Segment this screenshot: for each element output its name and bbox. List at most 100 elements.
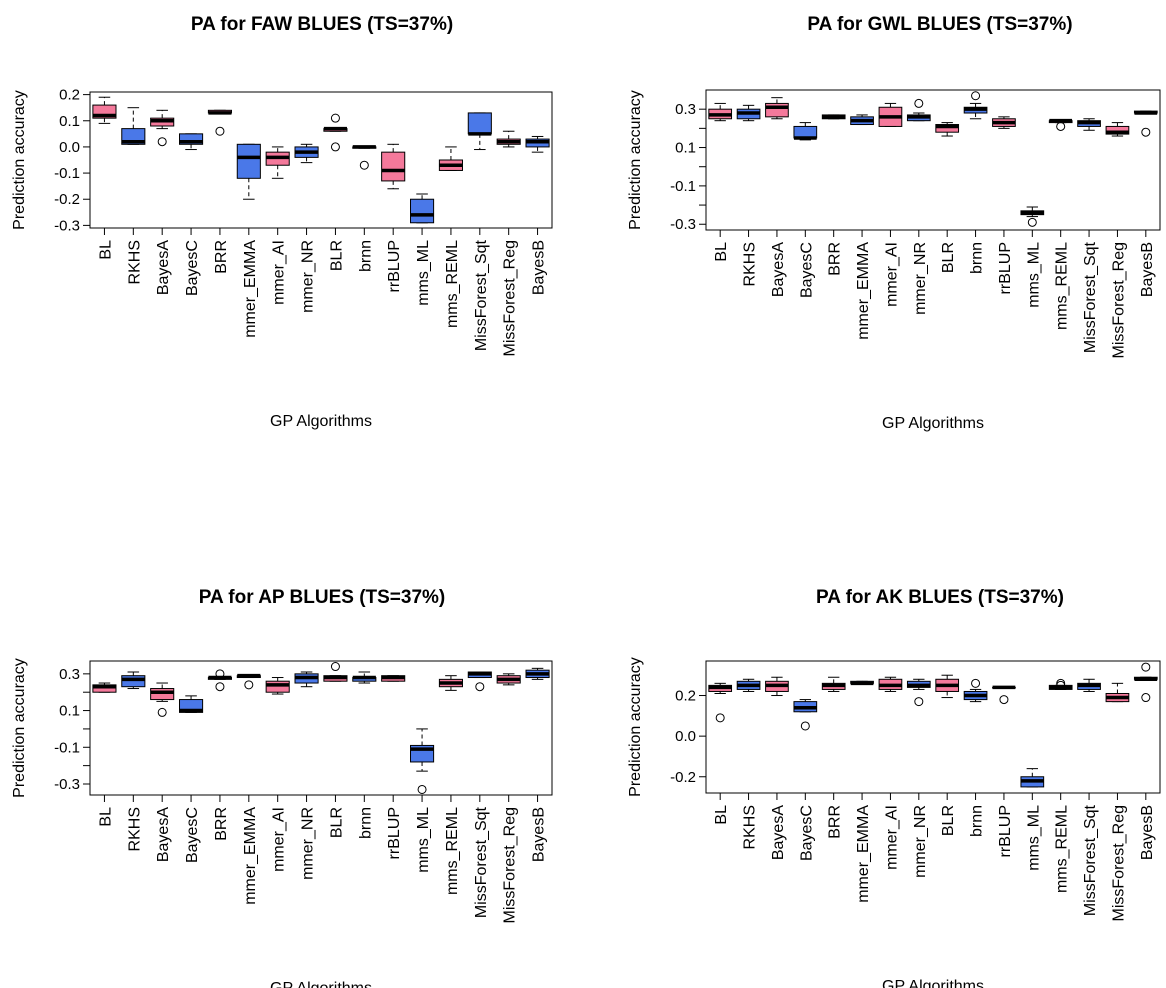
box: [1105, 125, 1130, 135]
outlier: [1027, 217, 1037, 227]
x-tick-label: mms_REML: [444, 240, 461, 328]
x-tick-label: mmer_AI: [883, 242, 900, 307]
box: [467, 112, 492, 135]
x-tick-label: mmer_AI: [271, 240, 288, 305]
plot-frame: [89, 91, 553, 229]
y-tick-label: 0.2: [675, 688, 696, 705]
y-tick-label: 0.1: [59, 703, 80, 720]
y-tick-label: 0.3: [59, 666, 80, 683]
x-tick-label: mmer_NR: [300, 807, 317, 880]
outlier: [157, 137, 167, 147]
outlier: [1056, 121, 1066, 131]
outlier: [1141, 127, 1151, 137]
outlier: [215, 682, 225, 692]
outlier: [914, 98, 924, 108]
x-tick-label: mmer_EMMA: [242, 240, 259, 338]
x-tick-label: BL: [713, 805, 730, 825]
box: [150, 688, 175, 701]
outlier: [244, 680, 254, 690]
x-tick-label: MissForest_Reg: [1110, 242, 1127, 358]
x-tick-label: mmer_NR: [300, 240, 317, 313]
x-tick-label: MissForest_Sqt: [473, 239, 490, 351]
outlier: [999, 695, 1009, 705]
x-tick-label: MissForest_Sqt: [473, 806, 490, 918]
x-tick-label: MissForest_Reg: [502, 807, 519, 923]
x-tick-label: RKHS: [126, 240, 143, 284]
y-axis-label: Prediction accuracy: [627, 90, 644, 230]
y-tick-label: 0.0: [675, 728, 696, 745]
y-tick-label: 0.3: [675, 101, 696, 118]
x-tick-label: rrBLUP: [997, 805, 1014, 857]
x-tick-label: BLR: [940, 242, 957, 273]
x-tick-label: MissForest_Reg: [1110, 805, 1127, 921]
y-tick-label: 0.1: [59, 113, 80, 130]
y-tick-label: -0.1: [670, 178, 696, 195]
y-tick-label: 0.2: [59, 87, 80, 104]
x-tick-label: brnn: [969, 805, 986, 837]
plot-frame: [89, 660, 553, 796]
y-tick-label: 0.1: [675, 140, 696, 157]
x-tick-label: rrBLUP: [386, 807, 403, 859]
x-tick-label: mmer_AI: [883, 805, 900, 870]
x-tick-label: MissForest_Sqt: [1082, 804, 1099, 916]
outlier: [417, 784, 427, 794]
x-tick-label: BayesA: [770, 805, 787, 860]
plot-frame: [705, 660, 1161, 794]
x-tick-label: BL: [97, 240, 114, 260]
x-tick-label: BayesA: [770, 242, 787, 297]
box: [92, 684, 117, 693]
x-tick-label: BLR: [328, 240, 345, 271]
chart-title: PA for AP BLUES (TS=37%): [199, 587, 446, 608]
chart-title: PA for GWL BLUES (TS=37%): [807, 14, 1072, 35]
x-tick-label: mms_REML: [1054, 242, 1071, 330]
outlier: [914, 697, 924, 707]
x-tick-label: BLR: [328, 807, 345, 838]
box: [935, 124, 960, 133]
y-tick-label: -0.2: [670, 769, 696, 786]
box: [121, 675, 146, 688]
x-axis-label: GP Algorithms: [882, 978, 984, 988]
y-axis-label: Prediction accuracy: [627, 657, 644, 797]
outlier: [330, 662, 340, 672]
x-tick-label: mmer_NR: [912, 242, 929, 315]
x-tick-label: mmer_EMMA: [242, 807, 259, 905]
x-tick-label: BRR: [827, 242, 844, 276]
x-tick-label: MissForest_Reg: [502, 240, 519, 356]
outlier: [215, 669, 225, 679]
outlier: [1141, 662, 1151, 672]
y-tick-label: -0.1: [54, 739, 80, 756]
x-tick-label: mmer_EMMA: [855, 805, 872, 903]
x-tick-label: brnn: [357, 240, 374, 272]
x-tick-label: BayesC: [184, 807, 201, 863]
x-tick-label: BayesA: [155, 240, 172, 295]
outlier: [715, 713, 725, 723]
outlier: [215, 126, 225, 136]
chart-title: PA for FAW BLUES (TS=37%): [191, 14, 453, 35]
x-tick-label: RKHS: [742, 805, 759, 849]
box: [265, 680, 290, 693]
x-tick-label: rrBLUP: [997, 242, 1014, 294]
x-tick-label: mms_REML: [1054, 805, 1071, 893]
x-tick-label: RKHS: [742, 242, 759, 286]
y-tick-label: -0.1: [54, 165, 80, 182]
y-tick-label: 0.0: [59, 139, 80, 156]
y-tick-label: -0.3: [54, 776, 80, 793]
x-tick-label: BayesB: [1139, 242, 1156, 297]
x-tick-label: BayesB: [531, 807, 548, 862]
x-tick-label: BRR: [827, 805, 844, 839]
outlier: [330, 113, 340, 123]
outlier: [475, 682, 485, 692]
x-tick-label: RKHS: [126, 807, 143, 851]
outlier: [1141, 693, 1151, 703]
x-tick-label: mmer_NR: [912, 805, 929, 878]
x-tick-label: mmer_AI: [271, 807, 288, 872]
x-tick-label: BayesB: [1139, 805, 1156, 860]
outlier: [157, 707, 167, 717]
x-tick-label: mms_REML: [444, 807, 461, 895]
x-tick-label: BayesB: [531, 240, 548, 295]
x-tick-label: mms_ML: [1025, 805, 1042, 871]
y-axis-label: Prediction accuracy: [11, 90, 28, 230]
y-axis-label: Prediction accuracy: [11, 658, 28, 798]
x-tick-label: BLR: [940, 805, 957, 836]
